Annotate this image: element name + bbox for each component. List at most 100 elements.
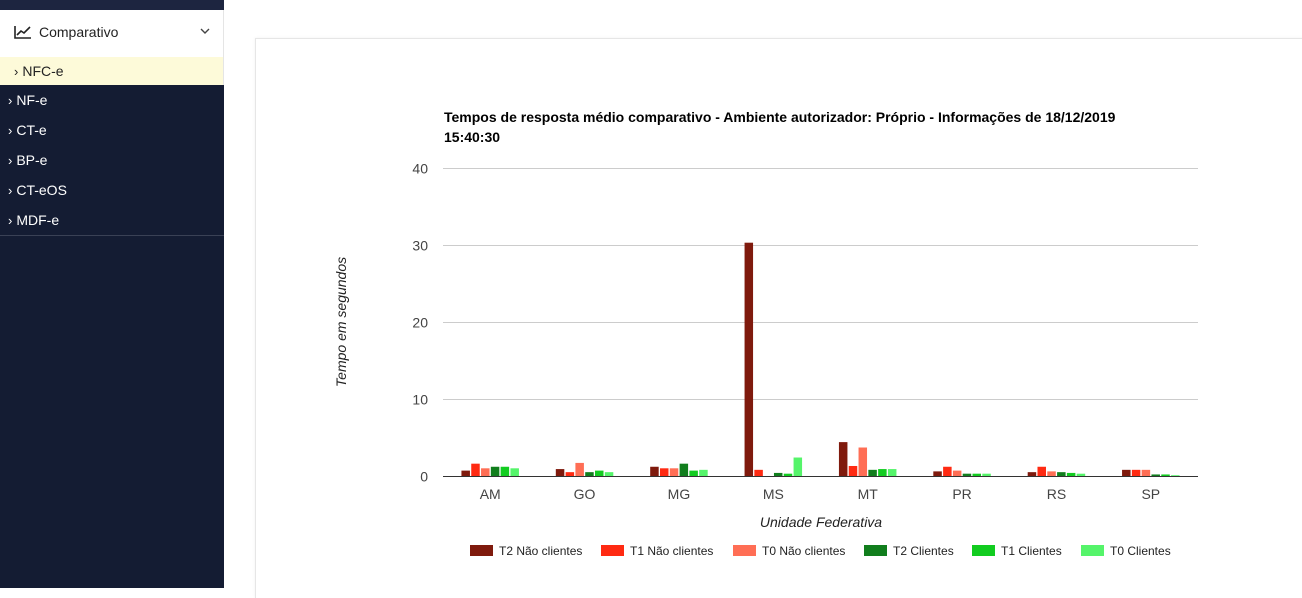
bar[interactable] bbox=[1131, 469, 1141, 476]
bar[interactable] bbox=[952, 470, 962, 476]
chevron-right-icon: › bbox=[8, 182, 13, 198]
bar[interactable] bbox=[650, 466, 659, 476]
bar[interactable] bbox=[972, 473, 982, 476]
x-tick-label: RS bbox=[1047, 486, 1066, 502]
bar[interactable] bbox=[471, 463, 480, 476]
bar[interactable] bbox=[595, 470, 604, 476]
bar[interactable] bbox=[1027, 472, 1037, 476]
chevron-down-icon[interactable] bbox=[200, 27, 210, 35]
menu-header-comparativo[interactable]: Comparativo bbox=[0, 10, 223, 56]
sidebar: Comparativo › NFC-e › NF-e › CT-e › BP-e › C… bbox=[0, 0, 224, 588]
bar[interactable] bbox=[1047, 471, 1056, 476]
chevron-right-icon: › bbox=[8, 152, 13, 168]
chart-title-line1: Tempos de resposta médio comparativo - A… bbox=[444, 109, 1116, 125]
x-tick-label: GO bbox=[574, 486, 596, 502]
line-chart-icon bbox=[14, 26, 31, 39]
menu-group-comparativo: Comparativo › NFC-e bbox=[0, 10, 224, 85]
legend-label: T2 Clientes bbox=[893, 544, 954, 558]
x-tick-label: SP bbox=[1141, 486, 1160, 502]
legend-swatch bbox=[733, 545, 756, 556]
bar[interactable] bbox=[943, 466, 952, 476]
bar[interactable] bbox=[1122, 469, 1131, 476]
legend-label: T0 Não clientes bbox=[762, 544, 845, 558]
nav-item-bpe[interactable]: › BP-e bbox=[0, 145, 224, 175]
bar[interactable] bbox=[1066, 472, 1076, 476]
bar[interactable] bbox=[604, 472, 614, 476]
bar[interactable] bbox=[575, 462, 584, 476]
bar[interactable] bbox=[1141, 469, 1151, 476]
x-axis-label: Unidade Federativa bbox=[760, 514, 882, 530]
chevron-right-icon: › bbox=[8, 92, 13, 108]
legend-item[interactable]: T2 Não clientes bbox=[470, 544, 582, 558]
submenu-item-label: NFC-e bbox=[22, 63, 64, 79]
legend-item[interactable]: T0 Não clientes bbox=[733, 544, 845, 558]
bar[interactable] bbox=[933, 471, 942, 476]
bar[interactable] bbox=[838, 442, 848, 476]
legend-label: T0 Clientes bbox=[1110, 544, 1171, 558]
legend-item[interactable]: T1 Não clientes bbox=[601, 544, 713, 558]
bar[interactable] bbox=[793, 457, 803, 476]
y-tick-label: 10 bbox=[412, 392, 428, 408]
x-tick-label: MS bbox=[763, 486, 784, 502]
legend-swatch bbox=[864, 545, 887, 556]
sidebar-top-bar bbox=[0, 0, 224, 10]
y-tick-label: 30 bbox=[412, 238, 428, 254]
bar[interactable] bbox=[1161, 474, 1170, 476]
bar[interactable] bbox=[773, 472, 783, 476]
nav-item-label: CT-eOS bbox=[16, 182, 67, 198]
bar[interactable] bbox=[669, 468, 679, 476]
chevron-right-icon: › bbox=[8, 212, 13, 228]
legend-item[interactable]: T0 Clientes bbox=[1081, 544, 1171, 558]
bar[interactable] bbox=[481, 468, 490, 476]
y-axis-label: Tempo em segundos bbox=[333, 257, 349, 387]
bar[interactable] bbox=[490, 466, 500, 476]
bar[interactable] bbox=[555, 469, 565, 476]
bar[interactable] bbox=[744, 242, 754, 476]
bar[interactable] bbox=[848, 465, 858, 476]
bar[interactable] bbox=[858, 447, 868, 476]
x-tick-label: MG bbox=[668, 486, 691, 502]
nav-item-label: BP-e bbox=[16, 152, 48, 168]
legend-item[interactable]: T2 Clientes bbox=[864, 544, 954, 558]
bar[interactable] bbox=[982, 473, 991, 476]
chevron-right-icon: › bbox=[14, 63, 19, 79]
y-tick-label: 40 bbox=[412, 161, 428, 177]
x-tick-label: MT bbox=[858, 486, 879, 502]
bar[interactable] bbox=[754, 469, 763, 476]
bar[interactable] bbox=[659, 468, 669, 476]
nav-item-cteos[interactable]: › CT-eOS bbox=[0, 175, 224, 205]
bar[interactable] bbox=[887, 469, 897, 476]
nav-item-nfe[interactable]: › NF-e bbox=[0, 85, 224, 115]
bar[interactable] bbox=[1171, 475, 1180, 476]
bar[interactable] bbox=[565, 472, 575, 476]
bar[interactable] bbox=[1151, 474, 1160, 476]
bar[interactable] bbox=[699, 469, 708, 476]
bar[interactable] bbox=[510, 468, 519, 476]
x-tick-label: PR bbox=[952, 486, 971, 502]
submenu-item-nfce[interactable]: › NFC-e bbox=[0, 57, 223, 85]
bar[interactable] bbox=[1076, 473, 1086, 476]
bar[interactable] bbox=[461, 470, 470, 476]
legend-swatch bbox=[470, 545, 493, 556]
bar[interactable] bbox=[689, 470, 698, 476]
bar[interactable] bbox=[1057, 472, 1066, 476]
legend-item[interactable]: T1 Clientes bbox=[972, 544, 1062, 558]
nav-item-cte[interactable]: › CT-e bbox=[0, 115, 224, 145]
bar[interactable] bbox=[962, 473, 972, 476]
bar[interactable] bbox=[679, 463, 689, 476]
bar[interactable] bbox=[783, 473, 793, 476]
legend-swatch bbox=[972, 545, 995, 556]
nav-divider bbox=[0, 235, 224, 236]
bar[interactable] bbox=[500, 466, 510, 476]
nav-item-label: NF-e bbox=[16, 92, 48, 108]
legend-label: T1 Não clientes bbox=[630, 544, 713, 558]
nav-item-mdfe[interactable]: › MDF-e bbox=[0, 205, 224, 235]
bar[interactable] bbox=[1037, 466, 1046, 476]
bar[interactable] bbox=[878, 469, 887, 476]
bar[interactable] bbox=[868, 469, 877, 476]
chart-title-line2: 15:40:30 bbox=[444, 129, 500, 145]
bar[interactable] bbox=[585, 472, 594, 476]
x-tick-label: AM bbox=[480, 486, 501, 502]
legend-swatch bbox=[1081, 545, 1104, 556]
